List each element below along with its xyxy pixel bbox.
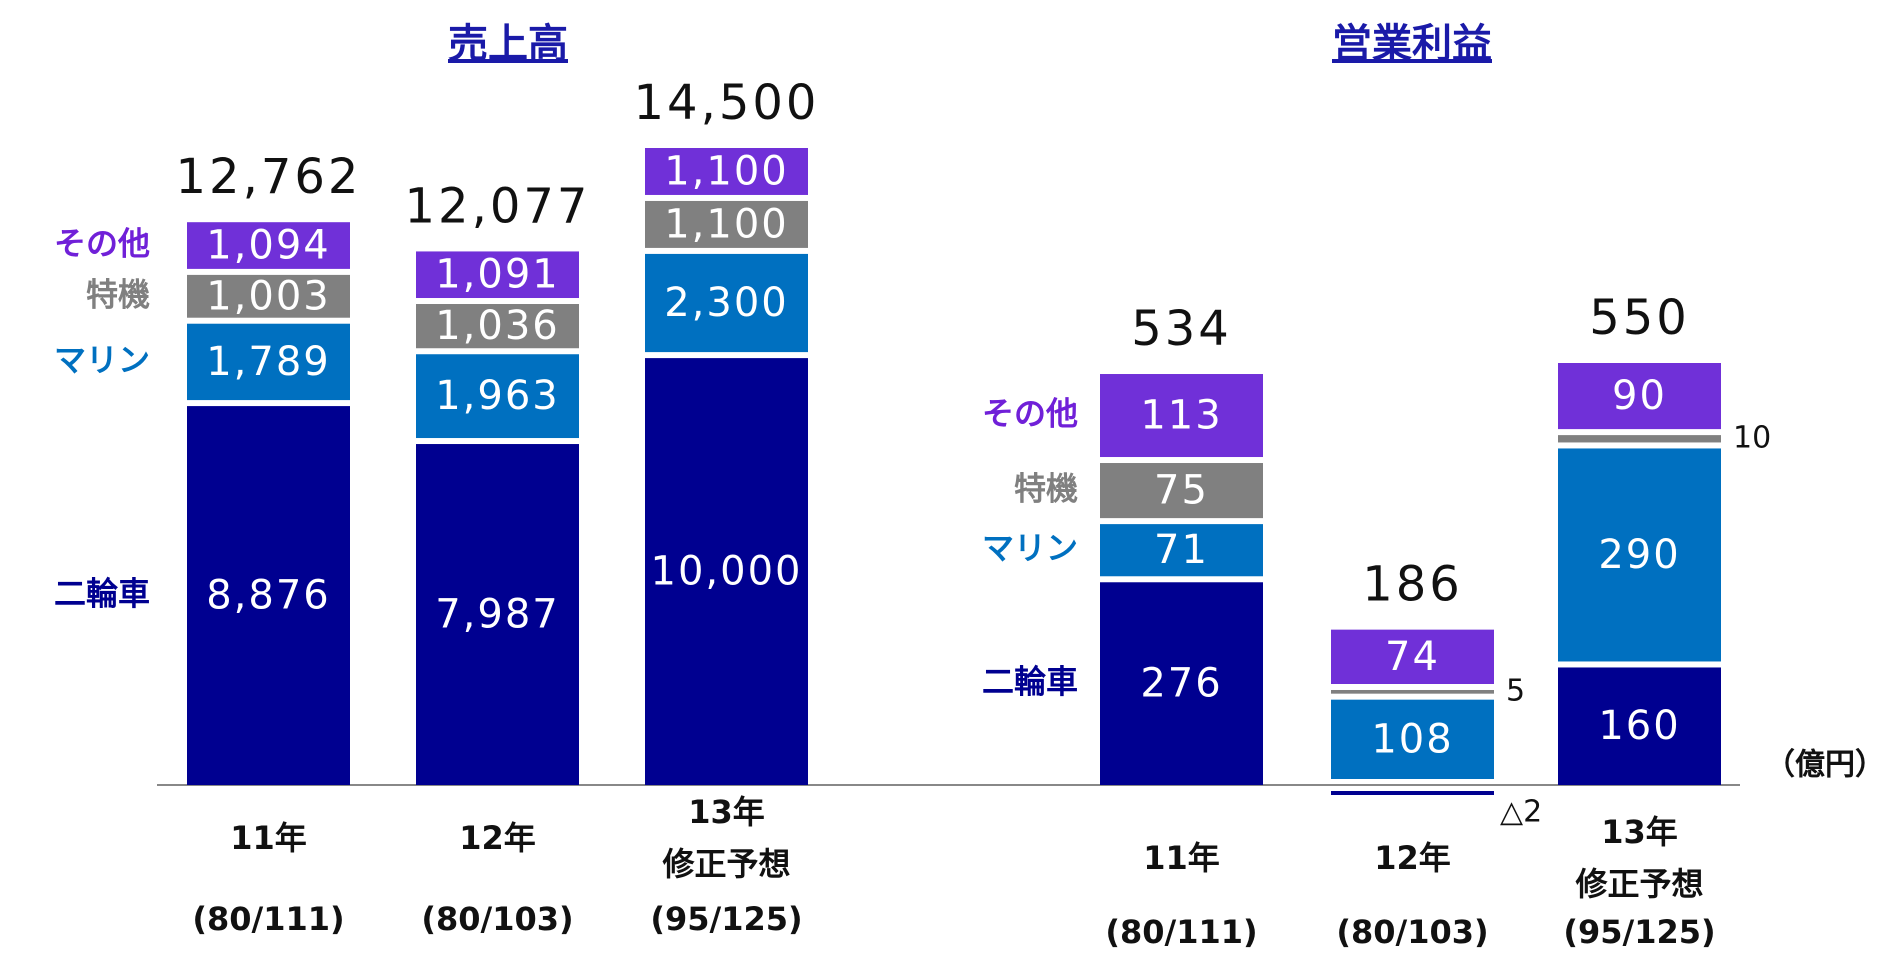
x-tick-label: 12年 — [1374, 839, 1451, 877]
segment-label: 10 — [1733, 420, 1771, 455]
segment-label: 75 — [1154, 468, 1209, 514]
segment-label: 10,000 — [651, 549, 803, 595]
bar-segment — [1558, 435, 1721, 443]
segment-label: 90 — [1612, 373, 1667, 419]
bar-segment — [645, 253, 808, 353]
segment-label: 7,987 — [435, 592, 560, 638]
bar-segment — [1558, 667, 1721, 785]
segment-label: 1,094 — [206, 223, 331, 269]
segment-label: 290 — [1598, 532, 1680, 578]
x-tick-label: 修正予想 — [661, 845, 790, 883]
rate-label: (95/125) — [650, 900, 802, 938]
total-label: 550 — [1589, 290, 1690, 346]
rate-label: (80/111) — [192, 900, 344, 938]
segment-label: 71 — [1154, 527, 1209, 573]
bar-segment — [1558, 363, 1721, 430]
bar-segment — [416, 304, 579, 349]
bar-segment — [187, 323, 350, 401]
bar-segment — [187, 274, 350, 318]
bar-segment — [416, 251, 579, 299]
legend-label: マリン — [982, 529, 1078, 567]
segment-label: 1,100 — [664, 148, 789, 194]
legend-label: 特機 — [1014, 470, 1078, 508]
legend-label: マリン — [54, 341, 150, 379]
bar-segment — [1331, 791, 1494, 795]
legend-label: その他 — [982, 395, 1078, 433]
segment-label: 5 — [1506, 673, 1525, 708]
bar-segment — [645, 148, 808, 195]
segment-label: 8,876 — [206, 573, 331, 619]
total-label: 186 — [1362, 557, 1463, 613]
bar-segment — [187, 222, 350, 269]
rate-label: (80/103) — [1336, 913, 1488, 951]
bar-segment — [645, 200, 808, 248]
x-tick-label: 13年 — [688, 793, 765, 831]
chart-title: 営業利益 — [1332, 21, 1492, 67]
segment-label: 2,300 — [664, 280, 789, 326]
x-tick-label: 12年 — [459, 819, 536, 857]
total-label: 12,077 — [405, 178, 591, 234]
legend-label: 二輪車 — [54, 575, 150, 613]
bar-segment — [1558, 448, 1721, 662]
rate-label: (80/111) — [1105, 913, 1257, 951]
x-tick-label: 修正予想 — [1574, 865, 1703, 903]
bar-segment — [1331, 699, 1494, 779]
segment-label: 113 — [1140, 393, 1222, 439]
segment-label: 1,036 — [435, 303, 560, 349]
segment-label: 160 — [1598, 703, 1680, 749]
legend-label: その他 — [54, 225, 150, 263]
unit-label: （億円） — [1765, 748, 1885, 783]
x-tick-label: 13年 — [1601, 813, 1678, 851]
segment-label: △2 — [1500, 795, 1542, 830]
bar-segment — [1331, 629, 1494, 684]
total-label: 12,762 — [176, 149, 362, 205]
x-tick-label: 11年 — [230, 819, 307, 857]
total-label: 14,500 — [634, 75, 820, 131]
bar-segment — [416, 444, 579, 785]
x-tick-label: 11年 — [1143, 839, 1220, 877]
rate-label: (80/103) — [421, 900, 573, 938]
segment-label: 1,100 — [664, 201, 789, 247]
bar-segment — [645, 358, 808, 785]
chart-title: 売上高 — [448, 21, 568, 67]
segment-label: 1,091 — [435, 252, 560, 298]
bar-segment — [416, 354, 579, 439]
legend-label: 特機 — [86, 275, 150, 313]
total-label: 534 — [1131, 301, 1232, 357]
bar-segment — [1100, 582, 1263, 785]
segment-label: 1,789 — [206, 339, 331, 385]
segment-label: 1,003 — [206, 273, 331, 319]
rate-label: (95/125) — [1563, 913, 1715, 951]
legend-label: 二輪車 — [982, 663, 1078, 701]
segment-label: 276 — [1140, 661, 1222, 707]
segment-label: 74 — [1385, 634, 1440, 680]
bar-segment — [1100, 463, 1263, 519]
bar-segment — [1100, 524, 1263, 577]
bar-segment — [187, 406, 350, 785]
segment-label: 108 — [1371, 716, 1453, 762]
segment-label: 1,963 — [435, 373, 560, 419]
bar-segment — [1331, 689, 1494, 694]
bar-segment — [1100, 374, 1263, 458]
